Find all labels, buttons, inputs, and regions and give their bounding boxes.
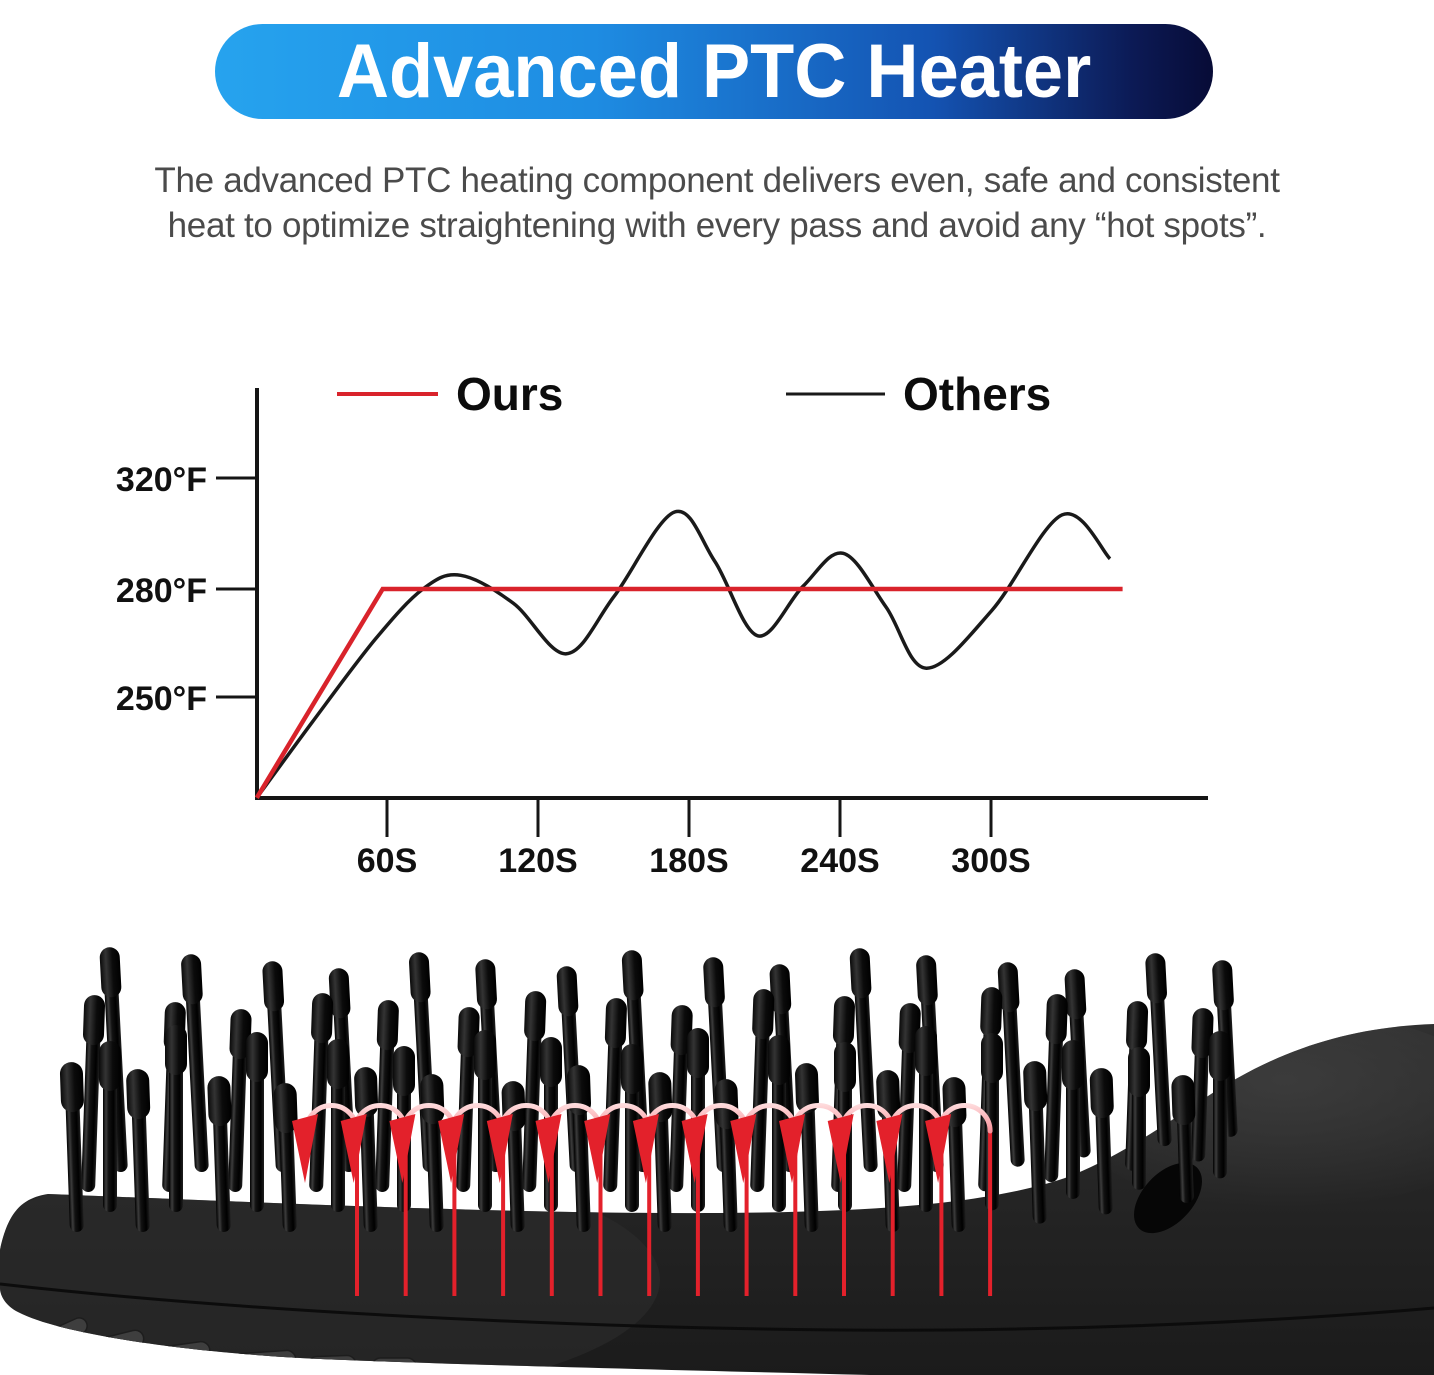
legend-ours-label: Ours — [456, 368, 563, 420]
bristle-pin — [126, 1069, 151, 1233]
bristle-pin — [99, 1041, 121, 1212]
page-title: Advanced PTC Heater — [336, 29, 1092, 114]
x-axis-ticks: 60S 120S 180S 240S 300S — [357, 798, 1031, 880]
y-tick-label-250: 250°F — [116, 680, 207, 718]
bristle-pin — [1128, 1047, 1150, 1190]
description-text: The advanced PTC heating component deliv… — [0, 158, 1434, 248]
button — [371, 1357, 417, 1375]
product-photo — [0, 947, 1434, 1375]
bristle-pin — [456, 1007, 480, 1193]
bristle-pin — [81, 995, 106, 1193]
bristle-pin — [273, 1083, 298, 1233]
others-series-line — [255, 509, 1112, 799]
bristle-pin — [603, 998, 627, 1193]
bristle-pin — [942, 1077, 967, 1233]
chart-legend: Ours Others — [337, 368, 1051, 420]
bristle-pin — [621, 1044, 643, 1212]
x-tick-label-240: 240S — [800, 842, 879, 880]
bristle-pin — [1044, 994, 1068, 1183]
description-line-2: heat to optimize straightening with ever… — [167, 206, 1267, 245]
y-tick-label-280: 280°F — [116, 572, 207, 610]
bristle-pin — [567, 1065, 592, 1233]
bristle-pin — [420, 1074, 445, 1233]
bristle-pin — [375, 1000, 399, 1193]
bristle-pin — [750, 989, 775, 1193]
bristle-pin — [181, 954, 209, 1173]
bristle-field — [59, 947, 1238, 1233]
x-tick-label-180: 180S — [649, 842, 728, 880]
x-tick-label-60: 60S — [357, 842, 418, 880]
bristle-pin — [1089, 1068, 1114, 1215]
button — [307, 1354, 357, 1375]
bristle-pin — [997, 962, 1025, 1167]
legend-others-label: Others — [903, 368, 1051, 420]
bristle-pin — [915, 1026, 937, 1212]
description-line-1: The advanced PTC heating component deliv… — [154, 161, 1280, 200]
bristle-pin — [1171, 1075, 1196, 1204]
heat-flow-arrow — [925, 1103, 993, 1296]
bristle-pin — [59, 1062, 84, 1233]
y-axis-ticks: 320°F 280°F 250°F — [116, 461, 257, 718]
bristle-pin — [1023, 1061, 1048, 1224]
x-tick-label-120: 120S — [498, 842, 577, 880]
button — [231, 1349, 297, 1374]
bristle-pin — [849, 948, 878, 1173]
bristle-pin — [1209, 1031, 1231, 1179]
temperature-chart: Ours Others 320°F 280°F 250°F 60S 120S 1… — [116, 368, 1208, 880]
heat-flow-arrows — [292, 1103, 993, 1296]
y-tick-label-320: 320°F — [116, 461, 207, 499]
bristle-pin — [165, 1025, 187, 1212]
bristle-pin — [1191, 1008, 1214, 1162]
title-banner: Advanced PTC Heater — [215, 24, 1213, 119]
bristle-pin — [648, 1072, 673, 1233]
bristle-pin — [1062, 1040, 1084, 1199]
ours-series-line — [254, 586, 1123, 799]
body-seam-line — [0, 1282, 1434, 1332]
bristle-pin — [246, 1032, 268, 1212]
bristle-pin — [474, 1030, 496, 1212]
bristle-pin — [1145, 953, 1172, 1147]
x-tick-label-300: 300S — [951, 842, 1030, 880]
bristle-pin — [309, 993, 334, 1193]
bristle-pin — [207, 1076, 232, 1233]
plate-sheen — [0, 1160, 660, 1375]
bristle-pin — [795, 1063, 819, 1233]
